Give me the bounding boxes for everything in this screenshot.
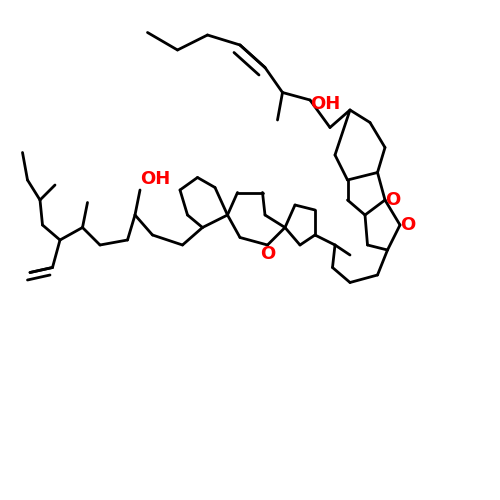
Text: O: O [260, 245, 275, 263]
Text: OH: OH [140, 170, 170, 188]
Text: OH: OH [310, 95, 340, 113]
Text: O: O [385, 191, 400, 209]
Text: O: O [400, 216, 415, 234]
